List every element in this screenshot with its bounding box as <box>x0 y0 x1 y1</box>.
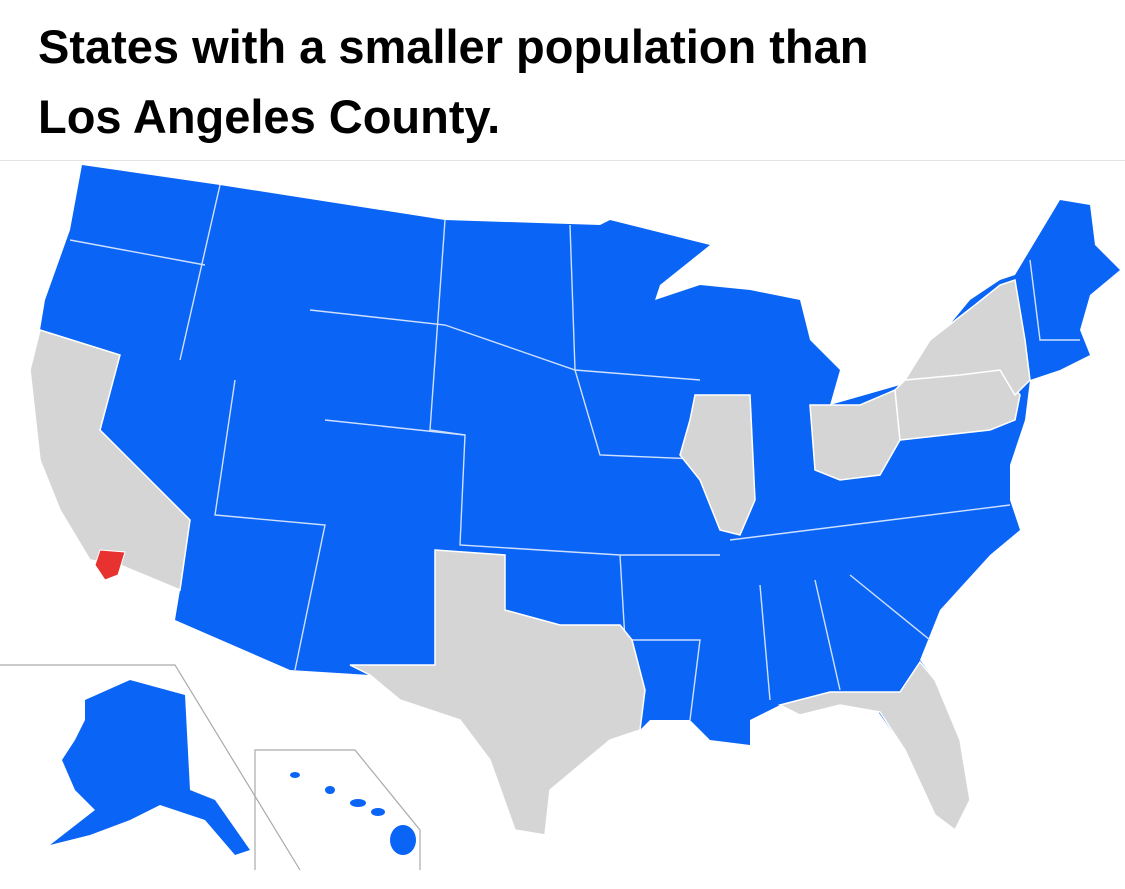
us-map <box>0 160 1125 871</box>
title-line: Los Angeles County. <box>38 90 501 143</box>
alaska-inset-frame <box>0 664 301 871</box>
illinois <box>679 394 756 536</box>
florida <box>777 660 971 832</box>
title: States with a smaller population than Lo… <box>38 12 1098 152</box>
texas <box>349 549 646 836</box>
title-line: States with a smaller population than <box>38 20 869 73</box>
hawaii-island <box>390 825 416 855</box>
state-borders <box>69 184 1080 721</box>
ohio <box>809 388 901 481</box>
los-angeles-county <box>94 549 126 581</box>
hawaii-island <box>325 786 335 794</box>
new-york <box>903 279 1031 397</box>
hawaii-inset-frame <box>254 749 421 870</box>
hawaii-island <box>350 799 366 807</box>
hawaii-island <box>290 772 300 778</box>
hawaii <box>290 772 416 855</box>
hawaii-island <box>371 808 385 816</box>
alaska <box>50 680 250 855</box>
us-states-blue <box>30 165 1120 835</box>
